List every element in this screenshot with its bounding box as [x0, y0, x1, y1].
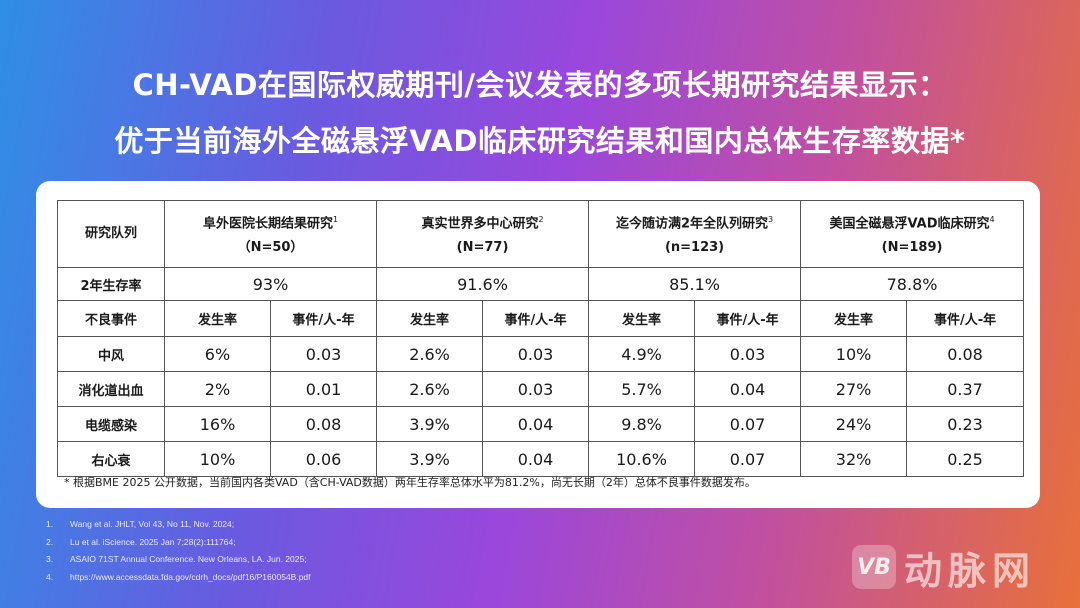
- table-cell: 6%: [164, 336, 271, 372]
- rate-header: 发生率: [800, 300, 908, 337]
- table-cell: 0.04: [694, 371, 802, 407]
- study-header: 真实世界多中心研究2 (N=77): [376, 200, 590, 268]
- rate-header: 发生率: [588, 300, 696, 337]
- table-cell: 10%: [800, 336, 908, 372]
- table-card: 研究队列 阜外医院长期结果研究1 （N=50） 真实世界多中心研究2 (N=77…: [36, 181, 1040, 508]
- table-cell: 16%: [164, 406, 271, 442]
- reference-text: https://www.accessdata.fda.gov/cdrh_docs…: [70, 571, 311, 582]
- study-ref: 1: [332, 214, 339, 224]
- headline-line-2: 优于当前海外全磁悬浮VAD临床研究结果和国内总体生存率数据*: [114, 124, 966, 158]
- reference-number: 4.: [46, 571, 54, 582]
- rate-header: 发生率: [164, 300, 271, 337]
- table-cell: 0.07: [694, 406, 802, 442]
- survival-label: 2年生存率: [57, 267, 165, 301]
- table-cell: 0.03: [694, 336, 802, 372]
- table-cell: 0.08: [269, 406, 378, 442]
- study-n: （N=50）: [237, 240, 304, 256]
- corner-label: 研究队列: [57, 200, 165, 268]
- table-cell: 3.9%: [376, 441, 484, 477]
- table-cell: 0.23: [906, 406, 1025, 442]
- table-cell: 2.6%: [376, 371, 484, 407]
- reference-number: 2.: [46, 536, 54, 547]
- table-cell: 0.06: [269, 441, 378, 477]
- table-cell: 0.25: [906, 441, 1025, 477]
- study-ref: 2: [538, 214, 544, 224]
- reference-number: 1.: [46, 519, 54, 529]
- per-header: 事件/人-年: [906, 300, 1025, 337]
- logo-text: 动脉网: [904, 548, 1037, 593]
- reference-item: 1. Wang et al. JHLT, Vol 43, No 11, Nov. …: [46, 516, 311, 534]
- study-ref: 3: [768, 214, 774, 224]
- table-cell: 0.37: [906, 371, 1025, 407]
- table-cell: 10%: [164, 441, 271, 477]
- table-cell: 0.03: [482, 336, 590, 372]
- adverse-label: 不良事件: [57, 300, 165, 337]
- reference-text: Lu et al. iScience. 2025 Jan 7;28(2):111…: [70, 536, 236, 547]
- table-cell: 0.04: [482, 406, 590, 442]
- table-cell: 0.03: [269, 336, 378, 372]
- table-cell: 0.08: [906, 336, 1025, 372]
- table-row: 电缆感染 16% 0.08 3.9% 0.04 9.8% 0.07 24% 0.…: [57, 406, 1025, 442]
- per-header: 事件/人-年: [482, 300, 590, 337]
- table-row: 右心衰 10% 0.06 3.9% 0.04 10.6% 0.07 32% 0.…: [57, 441, 1025, 477]
- table-cell: 0.01: [269, 371, 378, 407]
- study-name: 真实世界多中心研究: [421, 216, 539, 232]
- reference-number: 3.: [46, 554, 54, 564]
- survival-value: 78.8%: [800, 267, 1025, 301]
- table-cell: 0.07: [694, 441, 802, 477]
- study-n: (N=189): [881, 240, 943, 256]
- table-row: 消化道出血 2% 0.01 2.6% 0.03 5.7% 0.04 27% 0.…: [57, 371, 1025, 407]
- table-cell: 4.9%: [588, 336, 696, 372]
- event-name: 中风: [57, 336, 165, 372]
- study-ref: 4: [989, 214, 995, 224]
- table-cell: 32%: [800, 441, 908, 477]
- footnote: * 根据BME 2025 公开数据，当前国内各类VAD（含CH-VAD数据）两年…: [64, 476, 756, 489]
- table-cell: 5.7%: [588, 371, 696, 407]
- survival-value: 91.6%: [376, 267, 590, 301]
- survival-row: 2年生存率 93% 91.6% 85.1% 78.8%: [57, 267, 1025, 301]
- table-cell: 0.03: [482, 371, 590, 407]
- watermark-logo: VB 动脉网: [852, 543, 1036, 593]
- references: 1. Wang et al. JHLT, Vol 43, No 11, Nov. …: [46, 516, 311, 586]
- table-cell: 2.6%: [376, 336, 484, 372]
- study-name: 阜外医院长期结果研究: [202, 216, 333, 232]
- reference-text: Wang et al. JHLT, Vol 43, No 11, Nov. 20…: [70, 519, 235, 529]
- table-cell: 27%: [800, 371, 908, 407]
- study-name: 美国全磁悬浮VAD临床研究: [829, 216, 990, 232]
- study-n: (n=123): [664, 240, 725, 256]
- reference-item: 2. Lu et al. iScience. 2025 Jan 7;28(2):1…: [46, 534, 311, 552]
- reference-item: 4. https://www.accessdata.fda.gov/cdrh_do…: [46, 569, 311, 587]
- reference-item: 3. ASAIO 71ST Annual Conference. New Orle…: [46, 551, 311, 569]
- rate-header: 发生率: [376, 300, 484, 337]
- table-cell: 24%: [800, 406, 908, 442]
- headline-line-1: CH-VAD在国际权威期刊/会议发表的多项长期研究结果显示：: [132, 68, 948, 102]
- event-name: 右心衰: [57, 441, 165, 477]
- results-table: 研究队列 阜外医院长期结果研究1 （N=50） 真实世界多中心研究2 (N=77…: [57, 200, 1025, 477]
- study-header: 美国全磁悬浮VAD临床研究4 (N=189): [800, 200, 1025, 268]
- table-cell: 9.8%: [588, 406, 696, 442]
- survival-value: 93%: [163, 267, 378, 301]
- study-header: 迄今随访满2年全队列研究3 (n=123): [588, 200, 802, 268]
- table-cell: 3.9%: [376, 406, 484, 442]
- study-n: (N=77): [456, 240, 509, 256]
- study-name: 迄今随访满2年全队列研究: [615, 216, 769, 232]
- table-cell: 2%: [164, 371, 271, 407]
- subheader-row: 不良事件 发生率 事件/人-年 发生率 事件/人-年 发生率 事件/人-年 发生…: [57, 300, 1025, 337]
- study-header: 阜外医院长期结果研究1 （N=50）: [163, 200, 378, 268]
- per-header: 事件/人-年: [269, 300, 378, 337]
- event-name: 消化道出血: [57, 371, 165, 407]
- table-cell: 10.6%: [588, 441, 696, 477]
- table-row: 中风 6% 0.03 2.6% 0.03 4.9% 0.03 10% 0.08: [57, 336, 1025, 372]
- table-header-row: 研究队列 阜外医院长期结果研究1 （N=50） 真实世界多中心研究2 (N=77…: [57, 200, 1025, 268]
- reference-text: ASAIO 71ST Annual Conference. New Orlean…: [70, 554, 307, 564]
- survival-value: 85.1%: [588, 267, 802, 301]
- event-name: 电缆感染: [57, 406, 165, 442]
- table-cell: 0.04: [482, 441, 590, 477]
- logo-icon: VB: [852, 545, 896, 589]
- per-header: 事件/人-年: [694, 300, 802, 337]
